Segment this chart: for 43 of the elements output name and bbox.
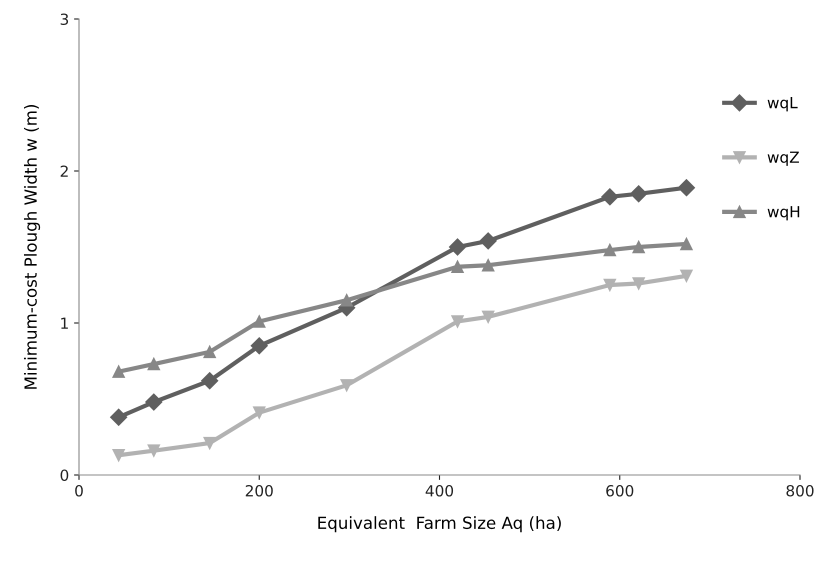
point [678,179,695,196]
point [632,240,645,254]
x-axis-title: Equivalent Farm Size Aq (ha) [318,516,561,532]
point [340,294,353,306]
point [203,436,216,450]
point [253,406,266,419]
x-tick-label: 600 [606,484,634,497]
x-tick-label: 800 [786,484,814,497]
point [630,185,648,202]
legend-label: wqL [768,97,798,112]
point [480,232,497,250]
x-tick-label: 0 [75,484,83,497]
point [601,188,618,206]
point [203,346,216,358]
point [201,372,218,390]
y-tick-label: 3 [60,13,68,26]
point [148,358,160,370]
y-tick-label: 0 [60,469,68,482]
point [112,448,125,462]
point [604,278,616,292]
point [451,315,464,328]
legend-label: wqH [768,206,800,220]
point [112,365,125,378]
point [250,337,268,354]
point [145,393,162,411]
point [148,444,160,457]
point [604,244,616,256]
point [448,238,466,256]
y-tick-label: 1 [61,318,68,329]
point [482,310,494,324]
point [632,277,645,290]
point [451,260,464,274]
point [680,238,693,250]
y-axis-title: Minimum-cost Plough Width w (m) [24,104,40,389]
point [253,315,266,328]
y-tick-label: 2 [60,165,68,177]
x-tick-label: 400 [426,484,454,497]
point [482,258,494,272]
point [110,408,128,426]
legend-label: wqZ [768,152,799,166]
x-tick-label: 200 [246,484,273,497]
point [680,270,693,282]
point [340,379,353,392]
